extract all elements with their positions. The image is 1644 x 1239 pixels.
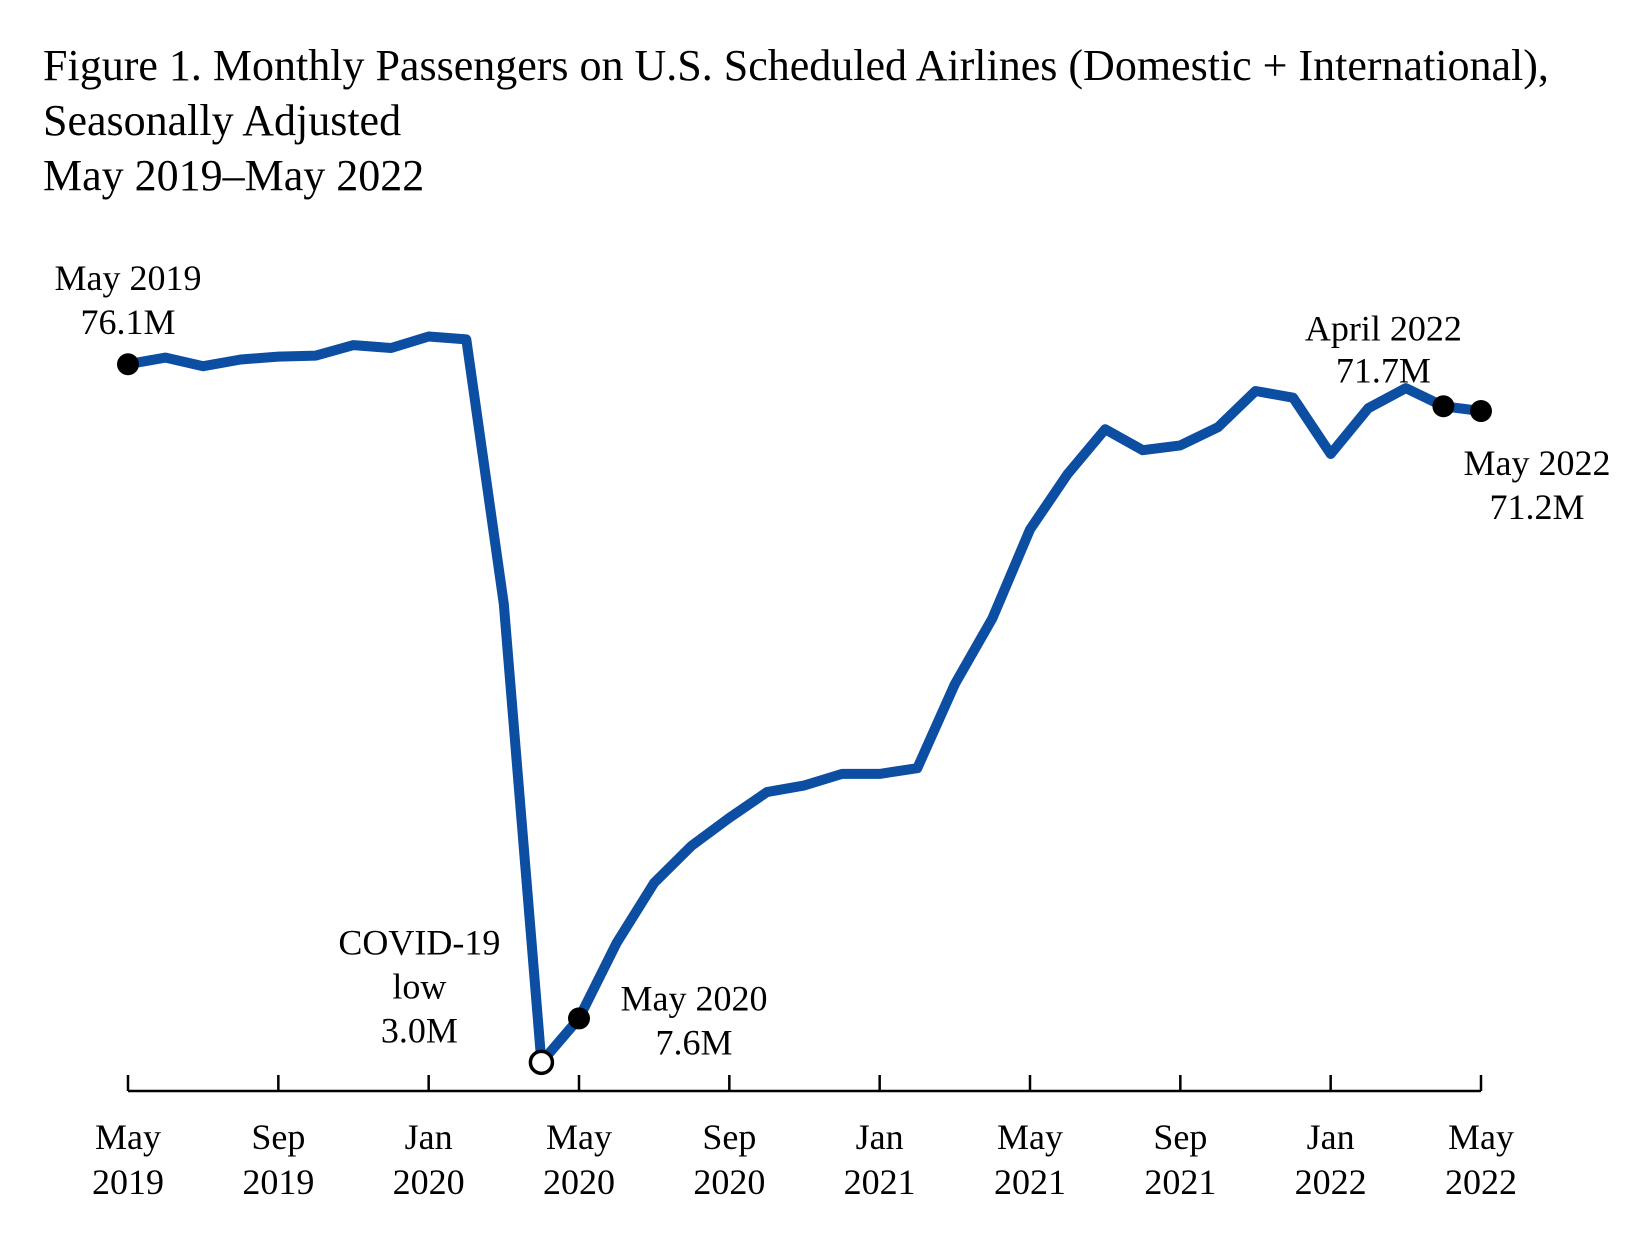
data-label: May 2022 <box>1464 443 1611 483</box>
x-tick-label: May <box>546 1117 612 1157</box>
data-point-marker <box>117 353 139 376</box>
data-point-marker <box>528 1049 555 1076</box>
x-tick-label: May <box>95 1117 161 1157</box>
chart-title-line-2: Seasonally Adjusted <box>43 96 402 145</box>
x-tick-label: Jan <box>856 1117 904 1157</box>
data-label: low <box>392 966 446 1006</box>
x-tick-label: Sep <box>702 1117 756 1157</box>
data-label: May 2020 <box>621 978 768 1018</box>
chart-title-line-3: May 2019–May 2022 <box>43 151 425 200</box>
x-tick-label: 2019 <box>242 1162 314 1202</box>
data-point-marker <box>1470 400 1492 423</box>
x-tick-label: Jan <box>1307 1117 1355 1157</box>
x-tick-label: 2021 <box>994 1162 1066 1202</box>
x-tick-label: 2022 <box>1445 1162 1517 1202</box>
x-tick-label: 2022 <box>1295 1162 1367 1202</box>
x-tick-label: 2021 <box>844 1162 916 1202</box>
x-tick-label: May <box>1448 1117 1514 1157</box>
x-tick-label: May <box>997 1117 1063 1157</box>
data-label: 7.6M <box>655 1022 732 1062</box>
chart-title-line-1: Figure 1. Monthly Passengers on U.S. Sch… <box>43 41 1549 90</box>
x-tick-label: Sep <box>1153 1117 1207 1157</box>
x-tick-label: 2019 <box>92 1162 164 1202</box>
data-point-marker <box>568 1007 590 1030</box>
x-tick-label: 2020 <box>393 1162 465 1202</box>
data-label: 71.2M <box>1489 487 1584 527</box>
data-label: 71.7M <box>1336 350 1431 390</box>
data-label: May 2019 <box>55 258 202 298</box>
series-layer <box>123 331 1486 1068</box>
x-tick-label: Jan <box>405 1117 453 1157</box>
data-label: April 2022 <box>1305 308 1462 348</box>
x-tick-label: Sep <box>251 1117 305 1157</box>
x-tick-label: 2021 <box>1144 1162 1216 1202</box>
data-label: COVID-19 <box>338 922 500 962</box>
series-line <box>123 331 1486 1068</box>
data-label: 76.1M <box>80 302 175 342</box>
x-tick-label: 2020 <box>543 1162 615 1202</box>
data-label: 3.0M <box>381 1010 458 1050</box>
x-axis: May 2019 Sep 2019 Jan 2020 May 2020 Sep 2020 Jan 20… <box>92 1075 1517 1202</box>
x-tick-label: 2020 <box>693 1162 765 1202</box>
data-point-marker <box>1432 395 1455 418</box>
chart-title: Figure 1. Monthly Passengers on U.S. Sch… <box>43 38 1633 203</box>
marker-layer <box>117 353 1492 1076</box>
